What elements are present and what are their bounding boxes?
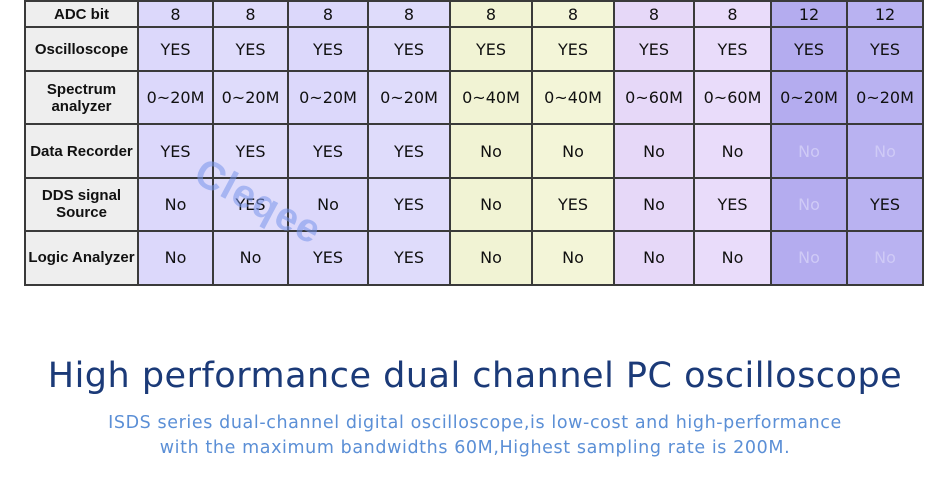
table-cell: YES — [212, 26, 289, 73]
table-cell: 0~20M — [770, 70, 848, 125]
table-cell: 8 — [693, 0, 772, 29]
table-cell: 0~60M — [693, 70, 772, 125]
table-cell: YES — [531, 177, 615, 232]
table-cell: YES — [531, 26, 615, 73]
table-cell: YES — [287, 122, 369, 180]
table-cell: YES — [846, 177, 924, 232]
table-cell: No — [449, 229, 533, 287]
table-cell: YES — [693, 177, 772, 232]
table-cell: 0~20M — [287, 70, 369, 125]
table-cell: YES — [137, 122, 214, 180]
table-cell: No — [770, 177, 848, 232]
table-cell: No — [137, 229, 214, 287]
table-cell: YES — [287, 26, 369, 73]
table-cell: 8 — [531, 0, 615, 29]
description-line-2: with the maximum bandwidths 60M,Highest … — [159, 438, 791, 458]
table-cell: No — [770, 122, 848, 180]
table-cell: No — [531, 122, 615, 180]
table-cell: No — [613, 122, 695, 180]
row-header: DDS signal Source — [24, 177, 139, 232]
table-row: Data Recorder YES YES YES YES No No No No No No — [24, 122, 924, 180]
table-row: DDS signal Source No YES No YES No YES No YES No Y… — [24, 177, 924, 232]
table-cell: YES — [846, 26, 924, 73]
table-cell: YES — [137, 26, 214, 73]
table-cell: 8 — [449, 0, 533, 29]
table-cell: YES — [212, 177, 289, 232]
table-cell: 0~40M — [531, 70, 615, 125]
table-cell: 12 — [770, 0, 848, 29]
table-cell: 8 — [613, 0, 695, 29]
table-cell: 0~60M — [613, 70, 695, 125]
table-cell: YES — [212, 122, 289, 180]
row-header: Oscilloscope — [24, 26, 139, 73]
description-line-1: ISDS series dual-channel digital oscillo… — [108, 413, 842, 433]
table-cell: No — [846, 229, 924, 287]
table-cell: 0~20M — [212, 70, 289, 125]
table-cell: No — [287, 177, 369, 232]
table-cell: No — [770, 229, 848, 287]
table-cell: No — [693, 229, 772, 287]
table-cell: YES — [770, 26, 848, 73]
headline: High performance dual channel PC oscillo… — [47, 356, 903, 396]
table-cell: 8 — [137, 0, 214, 29]
table-cell: No — [212, 229, 289, 287]
table-cell: YES — [367, 177, 451, 232]
table-cell: 0~20M — [137, 70, 214, 125]
table-cell: 0~40M — [449, 70, 533, 125]
table-cell: YES — [693, 26, 772, 73]
table-cell: 12 — [846, 0, 924, 29]
table-cell: YES — [367, 26, 451, 73]
table-cell: 8 — [287, 0, 369, 29]
table-body: ADC bit 8 8 8 8 8 8 8 8 12 12 Oscilloscope YES YES YES… — [24, 0, 924, 287]
table-row: ADC bit 8 8 8 8 8 8 8 8 12 12 — [24, 0, 924, 29]
table-cell: No — [449, 122, 533, 180]
comparison-table: ADC bit 8 8 8 8 8 8 8 8 12 12 Oscilloscope YES YES YES… — [24, 0, 924, 287]
table-cell: 0~20M — [367, 70, 451, 125]
table-row: Spectrum analyzer 0~20M 0~20M 0~20M 0~20M 0~4… — [24, 70, 924, 125]
table-row: Oscilloscope YES YES YES YES YES YES YES YES YES Y… — [24, 26, 924, 73]
table-cell: No — [613, 177, 695, 232]
table-cell: YES — [613, 26, 695, 73]
row-header: Data Recorder — [24, 122, 139, 180]
row-header: Spectrum analyzer — [24, 70, 139, 125]
table-cell: No — [449, 177, 533, 232]
table-row: Logic Analyzer No No YES YES No No No No No No — [24, 229, 924, 287]
table-cell: No — [846, 122, 924, 180]
table-cell: No — [613, 229, 695, 287]
table-cell: 8 — [367, 0, 451, 29]
table-cell: YES — [367, 229, 451, 287]
comparison-table-wrapper: ADC bit 8 8 8 8 8 8 8 8 12 12 Oscilloscope YES YES YES… — [24, 0, 924, 287]
table-cell: No — [693, 122, 772, 180]
table-cell: YES — [449, 26, 533, 73]
table-cell: YES — [367, 122, 451, 180]
table-cell: 0~20M — [846, 70, 924, 125]
row-header: ADC bit — [24, 0, 139, 29]
table-cell: No — [531, 229, 615, 287]
table-cell: No — [137, 177, 214, 232]
row-header: Logic Analyzer — [24, 229, 139, 287]
table-cell: 8 — [212, 0, 289, 29]
table-cell: YES — [287, 229, 369, 287]
